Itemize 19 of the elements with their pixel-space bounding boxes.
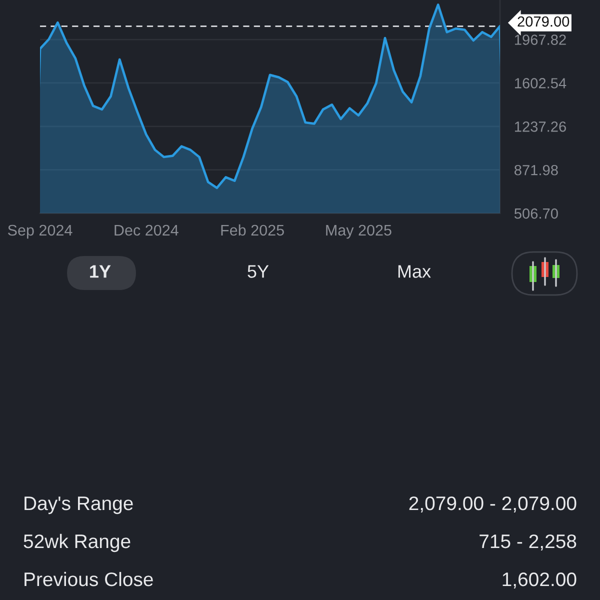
text: 5Y <box>248 265 269 278</box>
x-tick-label: Feb 2025 <box>221 224 284 236</box>
text: Previous Close <box>24 572 153 586</box>
x-tick-label: Sep 2024 <box>8 224 72 239</box>
y-tick-label: 871.98 <box>514 164 558 176</box>
y-tick-label: 1967.82 <box>515 34 566 45</box>
text: 2,079.00 - 2,079.00 <box>409 496 576 513</box>
x-tick-label: May 2025 <box>326 224 392 239</box>
y-tick-label: 1237.26 <box>515 122 566 132</box>
y-tick-label: 1602.54 <box>515 78 566 88</box>
ref-line-label: 2079.00 <box>518 16 570 27</box>
x-tick-label: Dec 2024 <box>114 224 178 236</box>
text: 1,602.00 <box>502 572 576 589</box>
text: 715 - 2,258 <box>480 534 576 551</box>
text: 1Y <box>90 265 111 278</box>
text: Day's Range <box>24 496 133 514</box>
y-tick-label: 506.70 <box>514 208 558 219</box>
text: 52wk Range <box>24 534 130 552</box>
text: Max <box>398 265 431 278</box>
